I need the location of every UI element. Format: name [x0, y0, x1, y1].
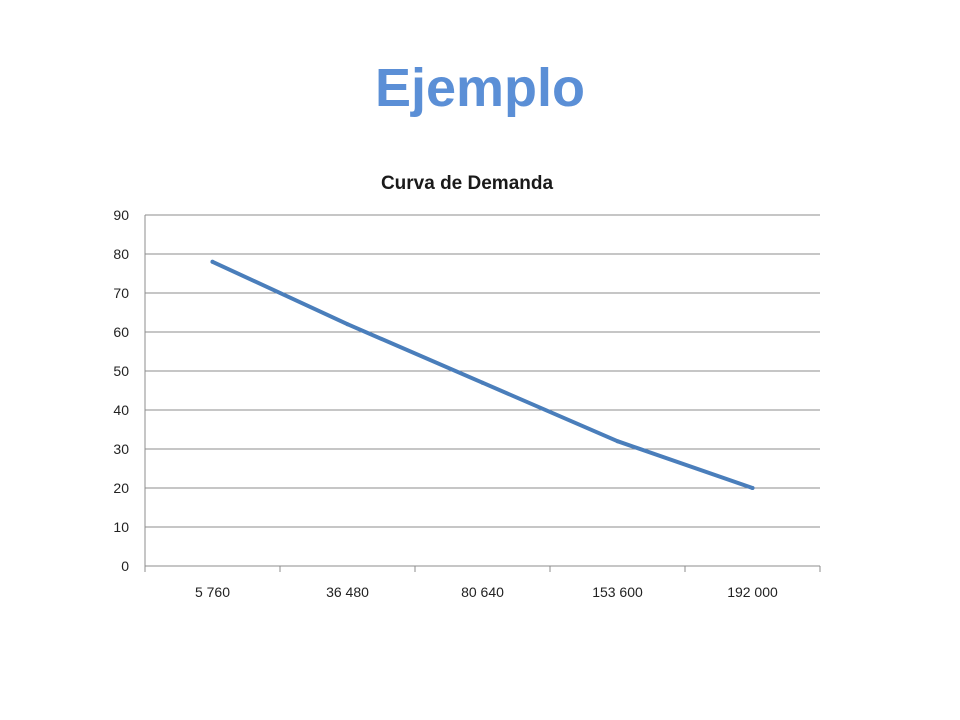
y-tick-label: 0 — [121, 558, 129, 574]
x-tick-label: 80 640 — [461, 584, 504, 600]
series-line — [210, 259, 755, 490]
y-tick-label: 50 — [113, 363, 129, 379]
x-tick-label: 36 480 — [326, 584, 369, 600]
y-tick-label: 20 — [113, 480, 129, 496]
data-point — [345, 322, 350, 327]
y-tick-label: 10 — [113, 519, 129, 535]
data-point — [210, 259, 215, 264]
data-point — [750, 486, 755, 490]
y-tick-label: 70 — [113, 285, 129, 301]
y-tick-label: 40 — [113, 402, 129, 418]
y-tick-label: 30 — [113, 441, 129, 457]
y-axis-tick-labels: 0 10 20 30 40 50 60 70 80 90 — [113, 207, 129, 574]
y-tick-label: 60 — [113, 324, 129, 340]
slide-title: Ejemplo — [374, 58, 586, 118]
x-tick-label: 153 600 — [592, 584, 643, 600]
y-tick-label: 80 — [113, 246, 129, 262]
chart-title: Curva de Demanda — [381, 173, 554, 194]
x-tick-label: 192 000 — [727, 584, 778, 600]
x-axis-tick-labels: 5 760 36 480 80 640 153 600 192 000 — [195, 584, 778, 600]
series — [210, 259, 755, 490]
axes — [144, 215, 821, 572]
data-point — [480, 380, 485, 385]
x-tick-label: 5 760 — [195, 584, 230, 600]
data-point — [615, 439, 620, 444]
y-tick-label: 90 — [113, 207, 129, 223]
gridlines — [145, 214, 820, 528]
